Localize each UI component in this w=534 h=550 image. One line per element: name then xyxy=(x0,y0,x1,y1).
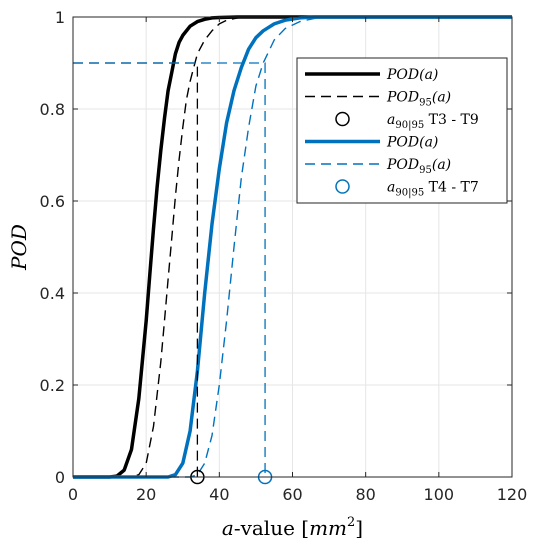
y-tick-label: 0.2 xyxy=(40,376,65,395)
x-axis-label-text: -value [ xyxy=(234,516,309,540)
reference-lines xyxy=(73,62,266,477)
x-tick-label: 120 xyxy=(497,485,528,504)
x-tick-label: 100 xyxy=(424,485,455,504)
legend-label-rest: T3 - T9 xyxy=(424,112,479,128)
y-tick-label: 0.4 xyxy=(40,284,65,303)
y-axis-label: POD xyxy=(7,224,31,271)
legend: POD(a)POD95(a)a90|95 T3 - T9POD(a)POD95(… xyxy=(296,57,508,204)
legend-label-3: POD(a) xyxy=(386,135,438,151)
legend-label-rest: (a) xyxy=(432,90,451,106)
legend-label-main: POD xyxy=(386,90,419,106)
legend-label-rest: (a) xyxy=(419,67,438,83)
legend-label-subscript: 95 xyxy=(419,98,432,109)
legend-label-subscript: 95 xyxy=(419,165,432,176)
x-axis-label-var: a xyxy=(222,516,234,540)
legend-label-rest: (a) xyxy=(419,135,438,151)
legend-label-main: POD xyxy=(386,157,419,173)
legend-label-4: POD95(a) xyxy=(386,157,451,176)
legend-label-rest: (a) xyxy=(432,157,451,173)
series-1-pod95-curve xyxy=(73,16,512,478)
x-tick-label: 60 xyxy=(282,485,302,504)
x-tick-label: 20 xyxy=(136,485,156,504)
legend-label-0: POD(a) xyxy=(386,67,438,83)
legend-swatch-5 xyxy=(335,179,350,194)
x-tick-label: 80 xyxy=(355,485,375,504)
legend-box xyxy=(296,57,508,204)
legend-label-2: a90|95 T3 - T9 xyxy=(387,112,479,131)
series-3-pod95-curve xyxy=(73,16,512,478)
x-axis-label: a-value [mm2] xyxy=(222,515,363,540)
legend-label-subscript: 90|95 xyxy=(395,188,424,199)
x-axis-label-unit: mm xyxy=(309,516,347,540)
y-tick-label: 0.6 xyxy=(40,192,65,211)
legend-label-rest: T4 - T7 xyxy=(424,180,479,196)
axis-ticks: 0 20 40 60 80 100 120 0 0.2 0.4 0.6 0.8 1 xyxy=(40,8,528,504)
legend-label-main: a xyxy=(387,112,395,128)
series-0-pod-curve xyxy=(73,15,512,479)
legend-label-1: POD95(a) xyxy=(386,90,451,109)
series-2-pod-curve xyxy=(73,15,512,479)
pod-curves xyxy=(73,15,512,479)
x-axis-label-exponent: 2 xyxy=(347,515,355,530)
legend-label-main: POD xyxy=(386,135,419,151)
x-tick-label: 0 xyxy=(68,485,78,504)
legend-label-subscript: 90|95 xyxy=(395,120,424,131)
x-tick-label: 40 xyxy=(209,485,229,504)
x-axis-label-close: ] xyxy=(355,516,363,540)
y-tick-label: 0 xyxy=(55,468,65,487)
y-tick-label: 0.8 xyxy=(40,100,65,119)
legend-label-5: a90|95 T4 - T7 xyxy=(387,180,479,199)
legend-swatch-2 xyxy=(335,111,350,127)
a90-95-reference-line-1 xyxy=(73,62,266,477)
legend-label-main: a xyxy=(387,180,395,196)
y-tick-label: 1 xyxy=(55,8,65,27)
legend-label-main: POD xyxy=(386,67,419,83)
